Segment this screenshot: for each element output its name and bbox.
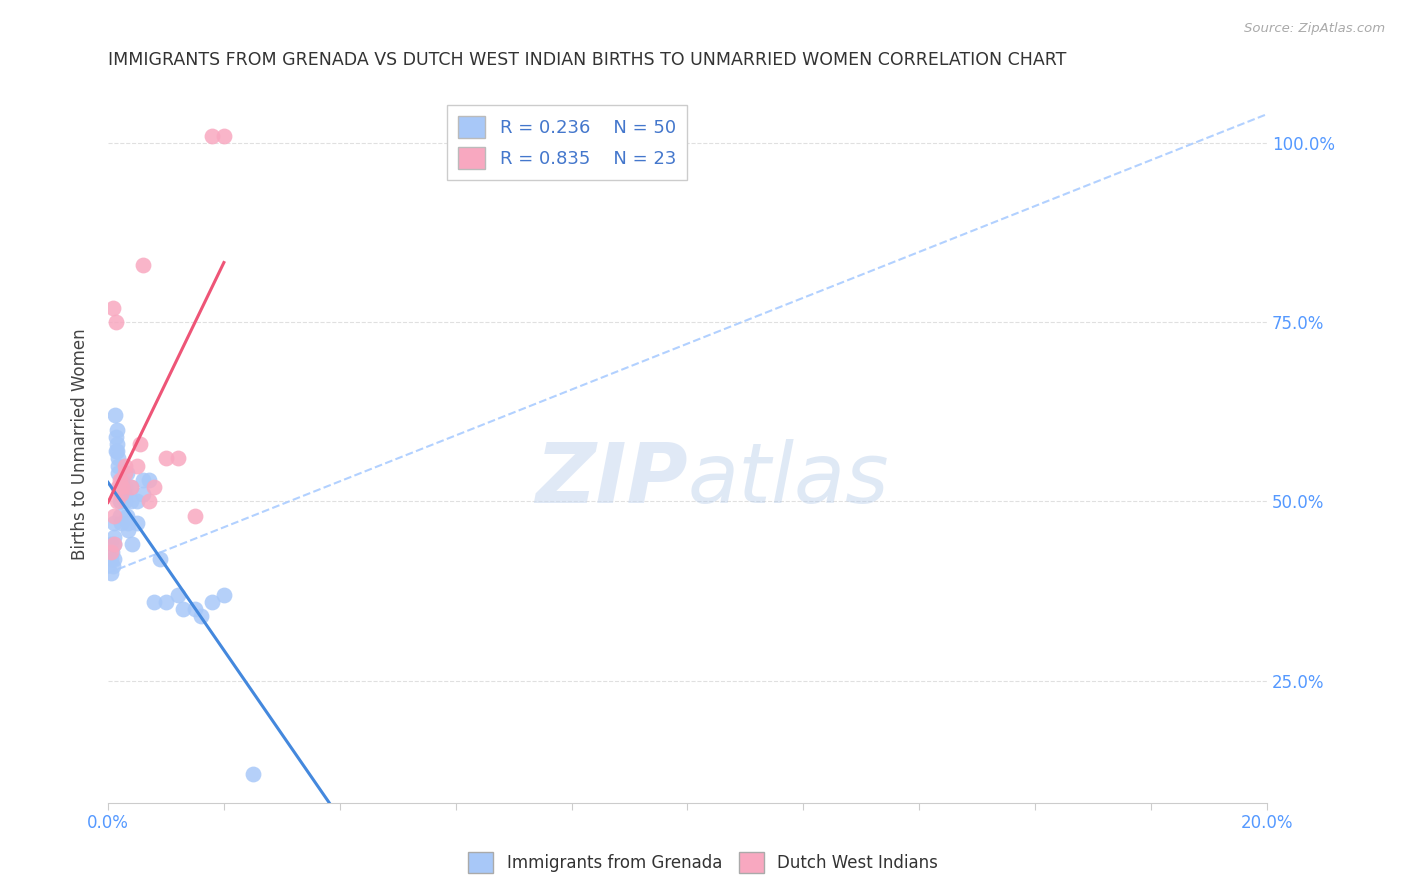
Y-axis label: Births to Unmarried Women: Births to Unmarried Women [72, 328, 89, 560]
Point [110, 516, 132, 530]
Point [111, 487, 134, 501]
Text: atlas: atlas [688, 440, 889, 520]
Point [105, 444, 128, 458]
Point [172, 602, 194, 616]
Point [108, 473, 131, 487]
Point [117, 523, 139, 537]
Point [105, 430, 128, 444]
Legend: Immigrants from Grenada, Dutch West Indians: Immigrants from Grenada, Dutch West Indi… [461, 846, 945, 880]
Text: Source: ZipAtlas.com: Source: ZipAtlas.com [1244, 22, 1385, 36]
Point [103, 530, 125, 544]
Point [190, 609, 212, 624]
Point [103, 537, 125, 551]
Point [117, 516, 139, 530]
Point [100, 544, 122, 558]
Point [120, 480, 142, 494]
Point [166, 451, 188, 466]
Point [103, 508, 125, 523]
Point [143, 480, 166, 494]
Point [121, 537, 143, 551]
Point [107, 466, 129, 480]
Point [201, 595, 224, 609]
Point [138, 494, 160, 508]
Point [103, 516, 125, 530]
Point [114, 480, 136, 494]
Point [114, 466, 136, 480]
Text: IMMIGRANTS FROM GRENADA VS DUTCH WEST INDIAN BIRTHS TO UNMARRIED WOMEN CORRELATI: IMMIGRANTS FROM GRENADA VS DUTCH WEST IN… [108, 51, 1066, 69]
Point [107, 458, 129, 473]
Point [212, 128, 235, 143]
Point [100, 566, 122, 581]
Point [242, 767, 264, 781]
Point [108, 480, 131, 494]
Point [120, 494, 142, 508]
Point [110, 487, 132, 501]
Point [125, 516, 148, 530]
Point [143, 595, 166, 609]
Point [184, 602, 207, 616]
Point [125, 458, 148, 473]
Point [108, 494, 131, 508]
Point [120, 480, 142, 494]
Point [103, 551, 125, 566]
Point [105, 437, 128, 451]
Point [114, 458, 136, 473]
Point [155, 595, 177, 609]
Point [212, 588, 235, 602]
Point [125, 494, 148, 508]
Point [132, 487, 155, 501]
Point [111, 480, 134, 494]
Point [100, 551, 122, 566]
Point [104, 315, 127, 329]
Point [114, 494, 136, 508]
Point [115, 508, 138, 523]
Point [105, 423, 128, 437]
Point [107, 480, 129, 494]
Point [108, 508, 131, 523]
Point [103, 537, 125, 551]
Point [107, 451, 129, 466]
Point [101, 301, 124, 315]
Point [110, 494, 132, 508]
Point [166, 588, 188, 602]
Point [114, 487, 136, 501]
Point [132, 473, 155, 487]
Legend: R = 0.236    N = 50, R = 0.835    N = 23: R = 0.236 N = 50, R = 0.835 N = 23 [447, 105, 688, 180]
Point [132, 258, 155, 272]
Point [155, 451, 177, 466]
Point [105, 494, 128, 508]
Point [184, 508, 207, 523]
Point [104, 409, 127, 423]
Point [101, 544, 124, 558]
Text: ZIP: ZIP [534, 440, 688, 520]
Point [115, 466, 138, 480]
Point [101, 558, 124, 573]
Point [201, 128, 224, 143]
Point [104, 444, 127, 458]
Point [111, 473, 134, 487]
Point [128, 437, 150, 451]
Point [100, 537, 122, 551]
Point [138, 473, 160, 487]
Point [149, 551, 172, 566]
